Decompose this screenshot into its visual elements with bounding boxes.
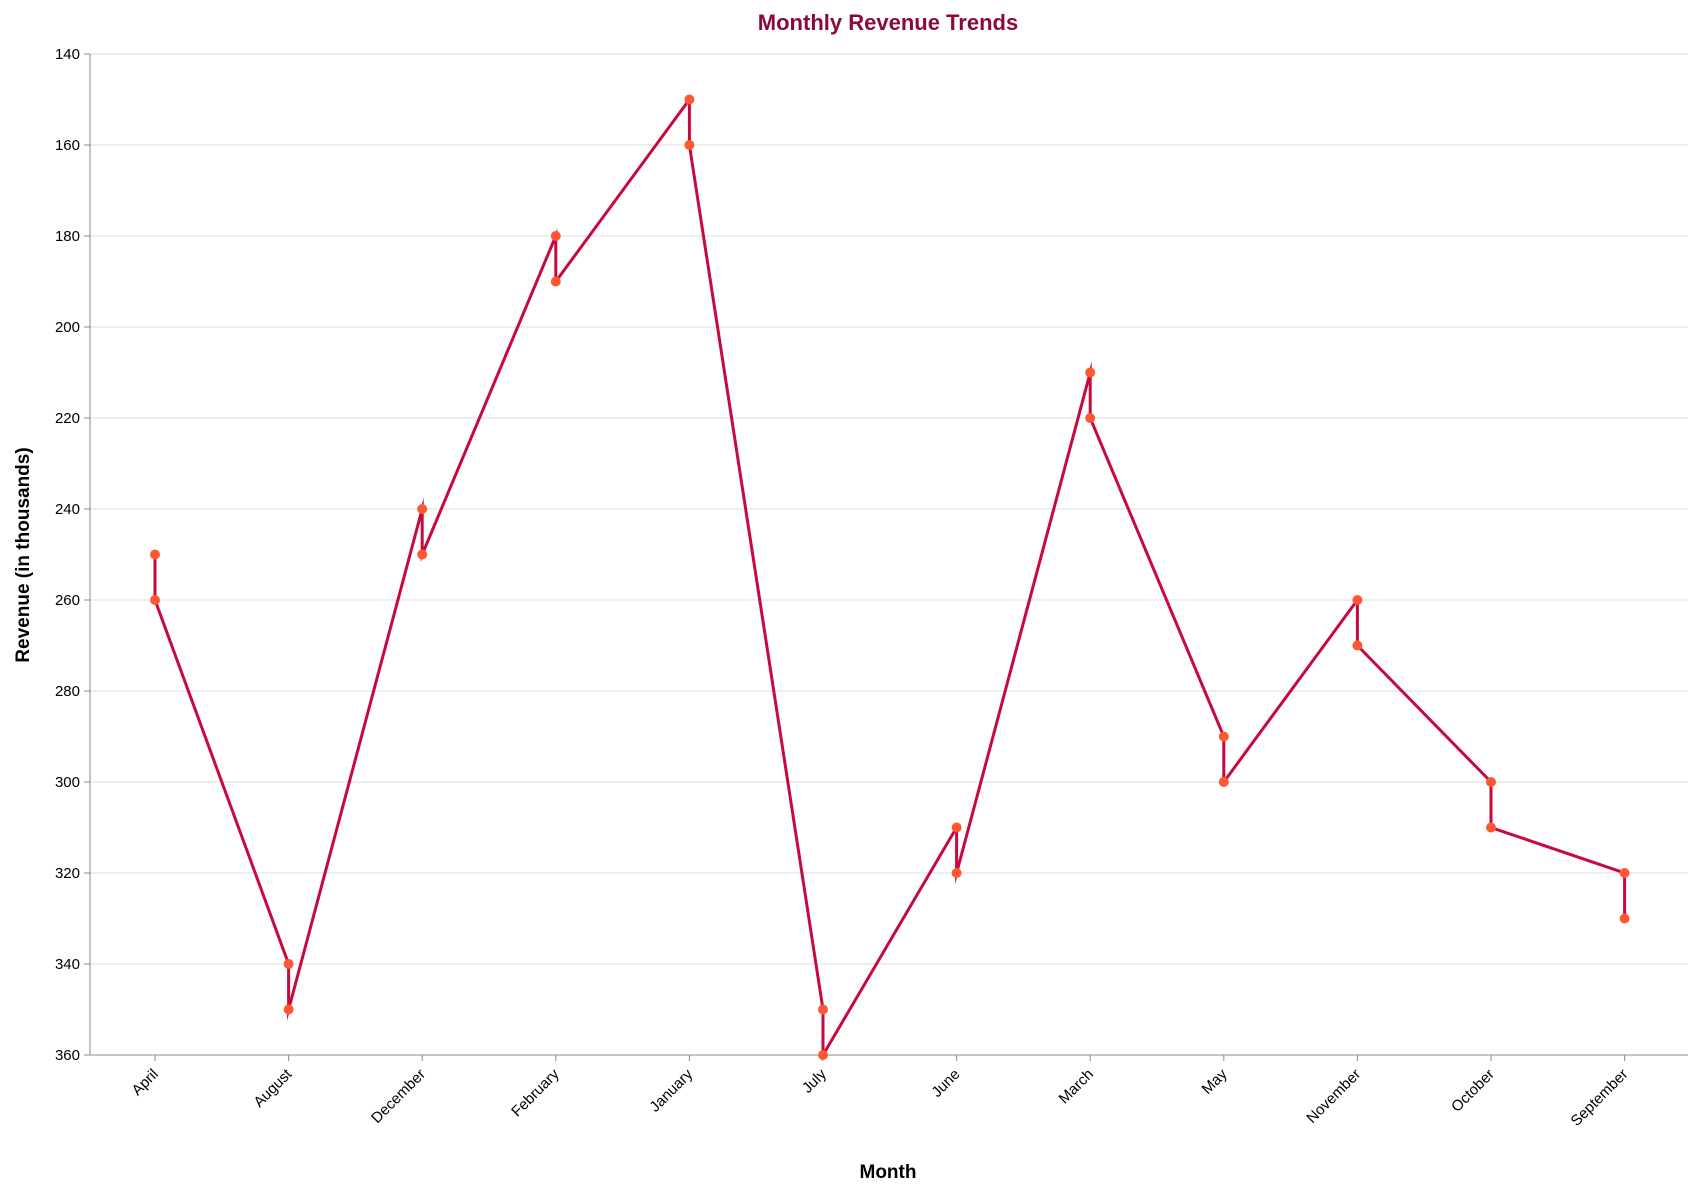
data-point-november-1 [1352, 640, 1363, 651]
y-tick-label: 160 [55, 137, 80, 154]
data-point-february-1 [550, 276, 561, 287]
y-tick-label: 240 [55, 501, 80, 518]
data-point-september-0 [1619, 868, 1630, 878]
y-tick-label: 300 [55, 774, 80, 791]
data-points [150, 94, 1630, 1060]
gridlines [90, 53, 1688, 1056]
x-tick-label: December [368, 1066, 429, 1127]
data-point-november-0 [1352, 595, 1363, 605]
x-tick-label: June [928, 1066, 963, 1101]
data-point-august-1 [283, 1004, 294, 1015]
data-point-may-0 [1218, 731, 1229, 742]
data-point-december-0 [417, 504, 428, 514]
x-tick-label: April [129, 1066, 162, 1099]
data-point-december-1 [417, 549, 428, 560]
data-point-june-0 [951, 822, 962, 833]
data-point-july-0 [818, 1004, 828, 1015]
data-point-september-1 [1619, 913, 1630, 924]
x-tick-label: March [1056, 1066, 1097, 1107]
y-tick-label: 200 [55, 319, 80, 336]
y-tick-label: 360 [55, 1047, 80, 1064]
revenue-series-line [153, 94, 1627, 1061]
y-tick-label: 180 [55, 228, 80, 245]
data-point-july-1 [818, 1050, 828, 1060]
data-point-may-1 [1218, 777, 1229, 787]
x-tick-label: July [799, 1065, 830, 1096]
y-tick-label: 340 [55, 956, 80, 973]
data-point-april-1 [150, 595, 160, 605]
x-tick-label: May [1199, 1065, 1231, 1097]
data-point-april-0 [150, 549, 160, 560]
data-point-january-0 [684, 94, 695, 105]
data-point-march-0 [1085, 367, 1096, 378]
x-tick-label: October [1448, 1066, 1498, 1116]
data-point-june-1 [951, 868, 962, 878]
y-tick-label: 220 [55, 410, 80, 427]
x-axis-title: Month [860, 1162, 917, 1183]
y-tick-label: 260 [55, 592, 80, 609]
y-axis-title: Revenue (in thousands) [13, 447, 34, 662]
y-tick-label: 140 [55, 46, 80, 63]
data-point-february-0 [550, 231, 561, 241]
series-lines [153, 94, 1627, 1061]
x-tick-label: November [1303, 1066, 1364, 1127]
data-point-october-0 [1486, 777, 1496, 787]
x-tick-label: September [1568, 1066, 1632, 1130]
y-tick-label: 280 [55, 683, 80, 700]
data-point-january-1 [684, 140, 695, 150]
x-tick-label: January [646, 1065, 696, 1115]
data-point-march-1 [1085, 413, 1096, 423]
x-tick-label: February [508, 1065, 563, 1120]
data-point-august-0 [283, 959, 294, 969]
x-tick-label: August [250, 1065, 296, 1111]
data-point-october-1 [1486, 822, 1496, 833]
chart-title: Monthly Revenue Trends [758, 10, 1018, 35]
y-tick-label: 320 [55, 865, 80, 882]
